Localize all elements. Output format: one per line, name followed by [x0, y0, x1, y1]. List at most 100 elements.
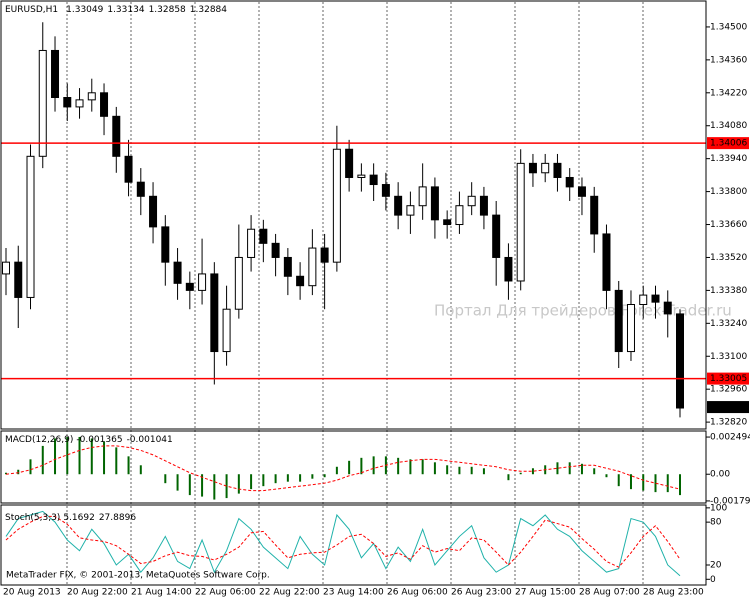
- candle-body: [455, 205, 464, 226]
- candle-body: [357, 174, 366, 178]
- stoch-header: Stoch(5,3,3) 5.1692 27.8896: [5, 513, 136, 523]
- candle-body: [541, 162, 550, 174]
- candle-body: [87, 92, 96, 101]
- footer: MetaTrader FIX, © 2001-2013, MetaQuotes …: [6, 571, 270, 581]
- x-tick-label: 26 Aug 06:00: [387, 588, 448, 598]
- candle-body: [504, 256, 513, 282]
- candle-body: [479, 195, 488, 216]
- candle-body: [467, 195, 476, 207]
- candle-body: [161, 226, 170, 263]
- y-tick-label: 1.34360: [710, 55, 747, 65]
- x-tick-label: 20 Aug 22:00: [67, 588, 128, 598]
- level-label-bg: [707, 372, 749, 385]
- stoch-main-value: 5.1692: [63, 513, 95, 523]
- candle-body: [320, 247, 329, 263]
- candle-body: [614, 289, 623, 353]
- header-close: 1.32884: [190, 5, 227, 15]
- candle-body: [112, 115, 121, 157]
- y-tick-label: 1.33660: [710, 220, 747, 230]
- candle-body: [2, 261, 10, 275]
- underlay: Портал Для трейдеров Forex-Trader.ru: [66, 2, 732, 585]
- y-tick-label: 100: [710, 503, 727, 513]
- candle-body: [516, 162, 525, 282]
- frame: [0, 0, 707, 586]
- x-tick-label: 21 Aug 14:00: [131, 588, 192, 598]
- y-tick-label: 1.33940: [710, 154, 747, 164]
- candle-body: [26, 155, 35, 298]
- candle-body: [381, 184, 390, 197]
- candle-body: [406, 205, 415, 216]
- candle-body: [136, 181, 145, 197]
- candle-body: [602, 233, 611, 291]
- y-tick-label: 0.002494: [710, 433, 750, 443]
- candle-body: [51, 49, 60, 99]
- y-tick-label: 1.33520: [710, 253, 747, 263]
- header-high: 1.33134: [107, 5, 144, 15]
- candle-body: [369, 174, 378, 186]
- candle-body: [296, 275, 305, 287]
- header-open: 1.33049: [66, 5, 103, 15]
- candle-body: [590, 195, 599, 235]
- price-label: 1.32884: [710, 403, 747, 413]
- candle-body: [332, 148, 341, 263]
- x-tick-label: 28 Aug 07:00: [579, 588, 640, 598]
- x-tick-label: 26 Aug 23:00: [451, 588, 512, 598]
- candle-body: [210, 273, 219, 353]
- y-tick-label: 1.34080: [710, 121, 747, 131]
- y-tick-label: 0: [710, 575, 716, 585]
- y-tick-label: 1.33100: [710, 352, 747, 362]
- candle-body: [418, 186, 427, 207]
- x-tick-label: 23 Aug 14:00: [323, 588, 384, 598]
- y-tick-label: 1.33800: [710, 187, 747, 197]
- x-tick-label: 22 Aug 22:00: [259, 588, 320, 598]
- candle-body: [492, 214, 501, 258]
- level-label: 1.34006: [710, 139, 747, 149]
- candle-body: [198, 273, 207, 291]
- y-tick-label: 0.00: [710, 470, 730, 480]
- macd-value: -0.001365: [76, 435, 122, 445]
- y-tick-label: 20: [710, 561, 722, 571]
- y-tick-label: 80: [710, 518, 722, 528]
- candle-body: [259, 228, 268, 244]
- macd-header: MACD(12,26,9) -0.001365 -0.001041: [5, 435, 173, 445]
- candle-body: [394, 195, 403, 216]
- x-tick-label: 27 Aug 15:00: [515, 588, 576, 598]
- macd-signal-value: -0.001041: [127, 435, 173, 445]
- candle-body: [100, 92, 109, 117]
- price-label-bg: [707, 401, 749, 414]
- watermark: Портал Для трейдеров Forex-Trader.ru: [434, 302, 732, 320]
- candle-body: [283, 256, 292, 277]
- x-tick-label: 22 Aug 06:00: [195, 588, 256, 598]
- candle-body: [577, 186, 586, 197]
- candle-body: [173, 261, 182, 284]
- y-tick-label: 1.32960: [710, 385, 747, 395]
- macd-title: MACD(12,26,9): [5, 435, 73, 445]
- symbol: EURUSD,H1: [5, 5, 58, 15]
- candle-body: [651, 294, 660, 303]
- candle-body: [626, 304, 635, 353]
- candle-body: [14, 261, 23, 298]
- candle-body: [38, 49, 47, 157]
- main-panel-border: [0, 0, 707, 430]
- stoch-signal-value: 27.8896: [99, 513, 136, 523]
- y-tick-label: 1.32820: [710, 418, 747, 428]
- y-tick-label: 1.34500: [710, 22, 747, 32]
- indicator-line: [5, 515, 681, 568]
- candle-body: [63, 97, 72, 108]
- header-low: 1.32858: [149, 5, 186, 15]
- candle-body: [247, 228, 256, 258]
- candle-body: [234, 256, 243, 310]
- y-tick-label: 1.33240: [710, 319, 747, 329]
- x-tick-label: 28 Aug 23:00: [643, 588, 704, 598]
- level-label-bg: [707, 137, 749, 150]
- candle-body: [639, 294, 648, 306]
- candle-body: [676, 313, 684, 409]
- y-tick-label: 1.34220: [710, 88, 747, 98]
- candle-body: [430, 186, 439, 221]
- candle-body: [345, 148, 354, 178]
- symbol-header: EURUSD,H1 1.33049 1.33134 1.32858 1.32884: [5, 5, 227, 15]
- macd-panel-border: [0, 430, 707, 504]
